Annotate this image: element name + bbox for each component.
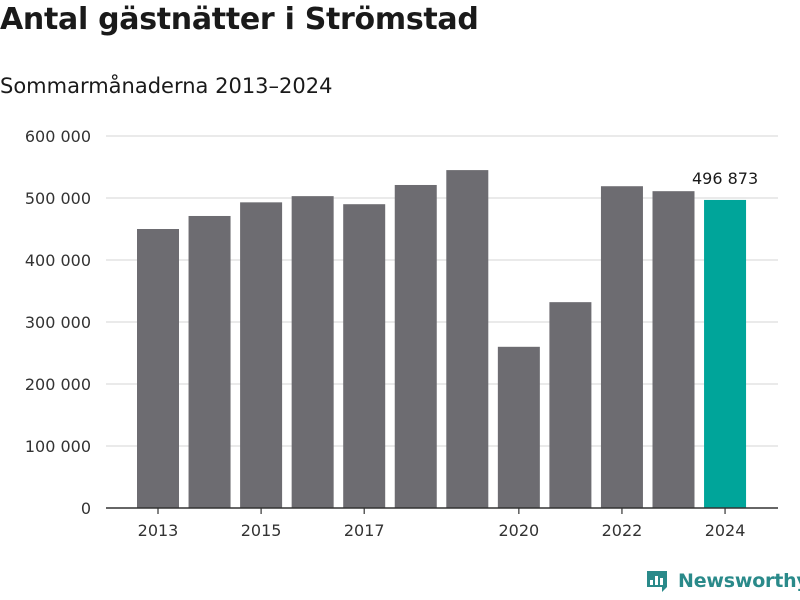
brand-name: Newsworthy: [678, 570, 800, 592]
bar: [240, 202, 283, 508]
chart-title: Antal gästnätter i Strömstad: [0, 2, 479, 37]
y-tick-label: 500 000: [25, 189, 91, 208]
y-tick-label: 100 000: [25, 437, 91, 456]
newsworthy-logo-icon: [647, 571, 667, 592]
bar: [446, 170, 489, 508]
y-tick-label: 0: [81, 499, 91, 518]
y-tick-label: 200 000: [25, 375, 91, 394]
bar: [343, 204, 386, 508]
data-label: 496 873: [692, 169, 758, 188]
x-tick-label: 2022: [602, 521, 643, 540]
x-tick-label: 2024: [705, 521, 746, 540]
bar: [600, 186, 643, 508]
bar: [549, 302, 592, 508]
x-tick-label: 2020: [498, 521, 539, 540]
bar: [704, 199, 747, 509]
bar: [497, 346, 540, 508]
y-tick-label: 300 000: [25, 313, 91, 332]
bar: [394, 184, 437, 509]
bar: [188, 215, 231, 509]
bar: [137, 229, 179, 508]
x-tick-label: 2017: [344, 521, 385, 540]
y-tick-label: 400 000: [25, 251, 91, 270]
x-tick-label: 2015: [241, 521, 282, 540]
y-tick-label: 600 000: [25, 127, 91, 146]
bar: [291, 196, 334, 508]
bar: [652, 191, 695, 508]
chart-subtitle: Sommarmånaderna 2013–2024: [0, 74, 333, 98]
x-tick-label: 2013: [138, 521, 179, 540]
brand-logo: Newsworthy: [644, 568, 800, 594]
